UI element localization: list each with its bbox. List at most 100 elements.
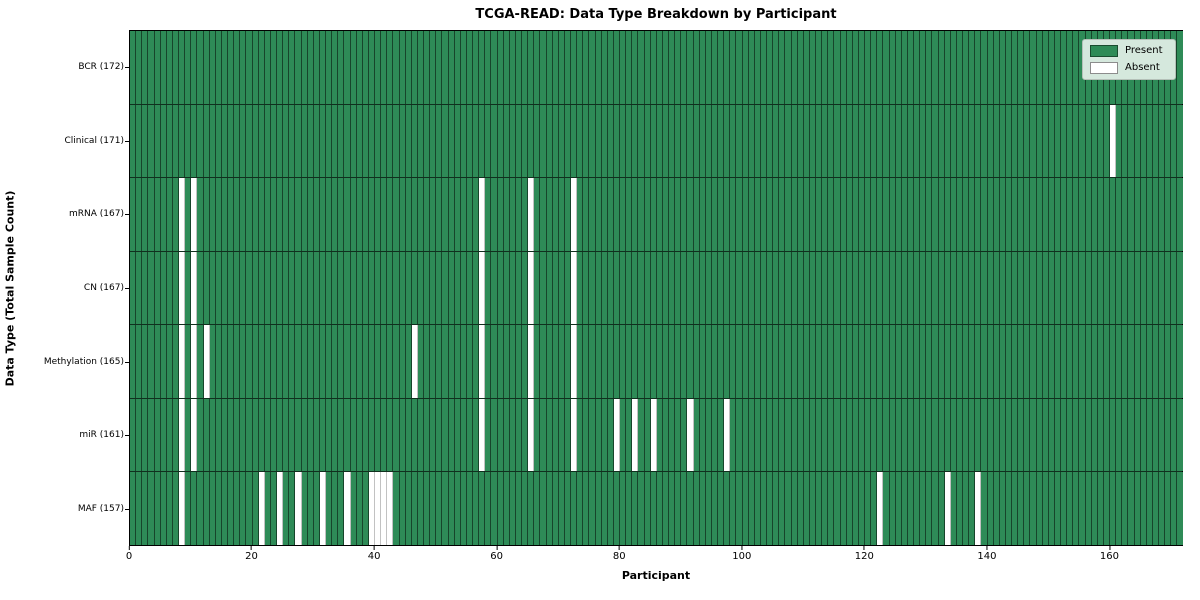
heatmap-cell (375, 398, 382, 472)
heatmap-cell (240, 472, 247, 546)
heatmap-cell (1134, 325, 1141, 398)
heatmap-cell (246, 178, 253, 251)
heatmap-cell (1159, 325, 1166, 398)
heatmap-cell (332, 398, 339, 472)
heatmap-cell (154, 178, 161, 251)
heatmap-cell (185, 251, 192, 325)
x-tick: 100 (732, 546, 751, 562)
heatmap-cell (601, 178, 608, 251)
heatmap-cell (1048, 104, 1055, 178)
heatmap-cell (264, 472, 271, 546)
heatmap-cell (632, 325, 639, 398)
heatmap-cell (1005, 104, 1012, 178)
heatmap-cell (405, 398, 412, 472)
heatmap-cell (1097, 104, 1104, 178)
heatmap-cell (577, 31, 584, 104)
heatmap-cell (963, 104, 970, 178)
heatmap-cell (558, 472, 565, 546)
heatmap-cell (705, 31, 712, 104)
heatmap-cell (503, 251, 510, 325)
heatmap-cell (234, 31, 241, 104)
heatmap-cell (1122, 472, 1129, 546)
heatmap-cell (460, 31, 467, 104)
heatmap-cell (773, 472, 780, 546)
heatmap-cell (589, 398, 596, 472)
heatmap-cell (166, 178, 173, 251)
heatmap-cell (417, 398, 424, 472)
heatmap-cell (803, 31, 810, 104)
heatmap-cell (558, 398, 565, 472)
heatmap-cell (228, 178, 235, 251)
heatmap-cell (963, 178, 970, 251)
heatmap-cell (926, 251, 933, 325)
heatmap-cell (926, 325, 933, 398)
heatmap-cell (387, 31, 394, 104)
heatmap-cell (466, 31, 473, 104)
heatmap-cell (1067, 325, 1074, 398)
heatmap-cell (1171, 251, 1178, 325)
heatmap-cell (1042, 31, 1049, 104)
heatmap-cell (313, 31, 320, 104)
heatmap-cell (375, 31, 382, 104)
heatmap-cell (693, 251, 700, 325)
heatmap-cell (546, 104, 553, 178)
heatmap-cell (748, 398, 755, 472)
heatmap-cell (564, 104, 571, 178)
heatmap-cell (858, 472, 865, 546)
heatmap-cell (1085, 178, 1092, 251)
heatmap-cell (362, 104, 369, 178)
heatmap-cell (571, 472, 578, 546)
heatmap-cell (926, 398, 933, 472)
heatmap-cell (638, 178, 645, 251)
heatmap-cell (368, 31, 375, 104)
heatmap-cell (1018, 398, 1025, 472)
heatmap-cell (399, 31, 406, 104)
heatmap-cell (1146, 104, 1153, 178)
heatmap-cell (1054, 31, 1061, 104)
heatmap-cell (234, 251, 241, 325)
heatmap-cell (319, 325, 326, 398)
heatmap-cell (1061, 104, 1068, 178)
heatmap-cell (1018, 251, 1025, 325)
heatmap-cell (938, 104, 945, 178)
heatmap-cell (295, 398, 302, 472)
heatmap-cell (760, 472, 767, 546)
plot-area (129, 30, 1183, 546)
heatmap-cell (607, 178, 614, 251)
heatmap-cell (460, 178, 467, 251)
heatmap-cell (871, 472, 878, 546)
heatmap-cell (675, 325, 682, 398)
heatmap-cell (613, 325, 620, 398)
heatmap-cell (1110, 104, 1117, 178)
heatmap-cell (197, 325, 204, 398)
heatmap-cell (889, 325, 896, 398)
heatmap-cell (215, 31, 222, 104)
heatmap-cell (466, 104, 473, 178)
heatmap-cell (1024, 398, 1031, 472)
heatmap-cell (387, 325, 394, 398)
heatmap-cell (1122, 398, 1129, 472)
heatmap-cell (319, 104, 326, 178)
heatmap-cell (1042, 178, 1049, 251)
heatmap-cell (277, 325, 284, 398)
heatmap-cell (338, 178, 345, 251)
heatmap-cell (1134, 251, 1141, 325)
heatmap-cell (1091, 251, 1098, 325)
heatmap-cell (981, 251, 988, 325)
heatmap-cell (583, 104, 590, 178)
heatmap-cell (221, 398, 228, 472)
heatmap-cell (534, 178, 541, 251)
heatmap-cell (442, 104, 449, 178)
heatmap-cell (393, 178, 400, 251)
heatmap-cell (571, 251, 578, 325)
heatmap-cell (975, 31, 982, 104)
heatmap-cell (681, 178, 688, 251)
heatmap-cell (889, 31, 896, 104)
heatmap-cell (865, 104, 872, 178)
heatmap-cell (1067, 31, 1074, 104)
heatmap-cell (142, 398, 149, 472)
heatmap-cell (154, 251, 161, 325)
heatmap-cell (350, 472, 357, 546)
heatmap-cell (295, 251, 302, 325)
heatmap-cell (283, 31, 290, 104)
